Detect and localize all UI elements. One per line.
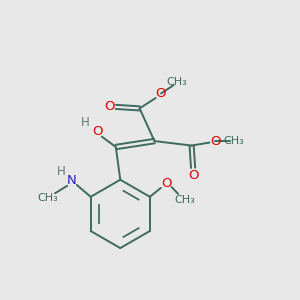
Text: O: O — [210, 135, 220, 148]
Text: O: O — [104, 100, 115, 113]
Text: H: H — [57, 165, 65, 178]
Text: CH₃: CH₃ — [174, 195, 195, 205]
Text: CH₃: CH₃ — [224, 136, 244, 146]
Text: CH₃: CH₃ — [37, 193, 58, 203]
Text: CH₃: CH₃ — [166, 76, 187, 87]
Text: O: O — [156, 87, 166, 100]
Text: N: N — [67, 174, 77, 187]
Text: H: H — [81, 116, 90, 129]
Text: O: O — [92, 125, 102, 138]
Text: O: O — [188, 169, 198, 182]
Text: O: O — [161, 177, 172, 190]
